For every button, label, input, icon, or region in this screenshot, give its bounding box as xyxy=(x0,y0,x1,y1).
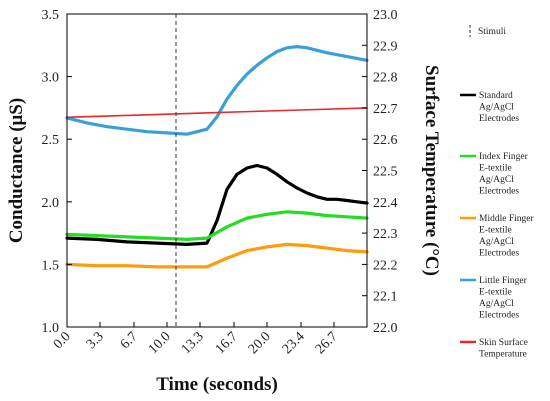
ticks-layer: 1.0 1.5 2.0 2.5 3.0 3.5 22.0 22.1 22.2 22.3 22.4 22… xyxy=(42,8,398,357)
x-tick-label: 3.3 xyxy=(84,329,107,352)
left-y-tick-label: 3.0 xyxy=(42,71,60,86)
plot-frame xyxy=(66,13,368,328)
legend-label-4: Electrodes xyxy=(479,311,519,321)
right-y-tick-label: 22.4 xyxy=(373,196,398,211)
left-y-tick-label: 2.0 xyxy=(42,196,60,211)
x-tick-label: 23.4 xyxy=(280,329,308,357)
left-y-tick-label: 2.5 xyxy=(42,133,60,148)
x-tick-label: 20.0 xyxy=(246,329,274,357)
left-y-axis-title: Conductance (μS) xyxy=(6,98,27,243)
legend-label-2: E-textile xyxy=(479,164,512,174)
x-tick-label: 10.0 xyxy=(146,329,174,357)
series-line-1 xyxy=(65,163,369,246)
legend-label-2: Index Finger xyxy=(479,152,529,162)
legend-label-2: Ag/AgCl xyxy=(479,175,514,185)
legend-label-1: Electrodes xyxy=(479,114,519,124)
left-y-tick-label: 1.0 xyxy=(42,321,60,336)
x-tick-label: 26.7 xyxy=(313,329,341,357)
series-line-3 xyxy=(65,242,369,269)
legend-label-5: Temperature xyxy=(479,350,527,360)
legend-label-2: Electrodes xyxy=(479,187,519,197)
legend-label-1: Standard xyxy=(479,91,513,101)
right-y-tick-label: 22.8 xyxy=(373,71,398,86)
legend-label-1: Ag/AgCl xyxy=(479,103,514,113)
series-line-4 xyxy=(65,45,369,136)
left-y-tick-label: 3.5 xyxy=(42,8,60,23)
right-y-tick-label: 22.2 xyxy=(373,258,398,273)
legend-label-4: Little Finger xyxy=(479,276,528,286)
right-y-tick-label: 23.0 xyxy=(373,8,398,23)
x-tick-label: 16.7 xyxy=(213,329,241,357)
series-line-5 xyxy=(66,107,368,119)
right-y-tick-label: 22.9 xyxy=(373,39,398,54)
right-y-tick-label: 22.7 xyxy=(373,102,398,117)
legend-label-3: Ag/AgCl xyxy=(479,237,514,247)
x-tick-label: 13.3 xyxy=(179,329,207,357)
legend-label-4: E-textile xyxy=(479,288,512,298)
legend-label-4: Ag/AgCl xyxy=(479,299,514,309)
right-y-tick-label: 22.6 xyxy=(373,133,398,148)
legend-label-3: Middle Finger xyxy=(479,214,534,224)
legend-label-5: Skin Surface xyxy=(479,337,528,348)
legend-label-3: Electrodes xyxy=(479,249,519,259)
x-tick-label: 6.7 xyxy=(118,329,141,352)
right-y-tick-label: 22.0 xyxy=(373,321,398,336)
right-y-tick-label: 22.1 xyxy=(373,290,398,305)
legend-label-3: E-textile xyxy=(479,226,512,236)
left-y-tick-label: 1.5 xyxy=(42,258,60,273)
right-y-tick-label: 22.3 xyxy=(373,227,398,242)
x-axis-title: Time (seconds) xyxy=(156,374,278,395)
right-y-tick-label: 22.5 xyxy=(373,165,398,180)
right-y-axis-title: Surface Temperature (°C) xyxy=(421,65,442,276)
series-line-2 xyxy=(65,210,369,241)
legend-stimuli-label: Stimuli xyxy=(478,27,506,37)
series-layer xyxy=(65,45,369,269)
